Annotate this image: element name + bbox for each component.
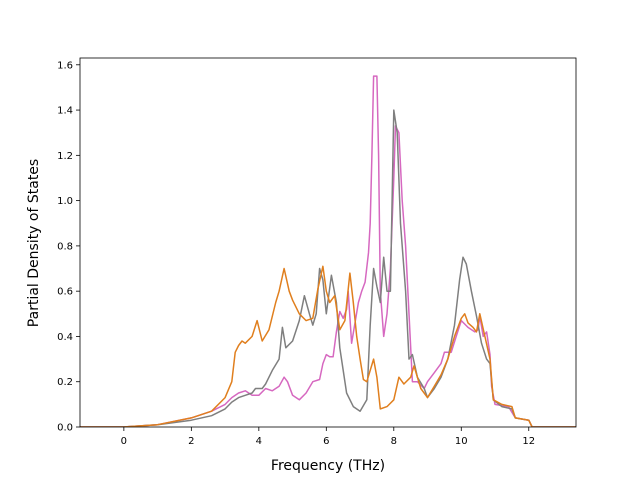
x-tick-label: 12 xyxy=(522,436,535,447)
y-tick-label: 1.4 xyxy=(57,106,73,117)
y-axis-label: Partial Density of States xyxy=(26,159,42,327)
y-tick-label: 1.0 xyxy=(57,196,73,207)
plot-area xyxy=(80,75,576,427)
y-tick-label: 1.6 xyxy=(57,60,73,71)
series-line-3 xyxy=(80,265,576,427)
y-tick-label: 0.8 xyxy=(57,241,73,252)
y-tick-label: 1.2 xyxy=(57,151,73,162)
series-line-1 xyxy=(80,75,576,427)
plot-frame xyxy=(79,57,577,428)
x-axis-label: Frequency (THz) xyxy=(271,458,385,474)
y-tick-label: 0.6 xyxy=(57,287,73,298)
y-tick-label: 0.0 xyxy=(57,423,73,434)
x-tick-label: 6 xyxy=(323,436,329,447)
series-line-2 xyxy=(80,109,576,427)
axes: 0 2 4 6 8 10 12 0.0 0.2 0.4 0.6 0.8 1.0 1.2 1.4 1.6 xyxy=(57,57,577,447)
y-tick-label: 0.4 xyxy=(57,332,73,343)
x-tick-label: 0 xyxy=(121,436,127,447)
x-tick-label: 8 xyxy=(391,436,397,447)
x-tick-label: 10 xyxy=(455,436,468,447)
y-tick-label: 0.2 xyxy=(57,377,73,388)
x-tick-label: 4 xyxy=(256,436,262,447)
x-tick-label: 2 xyxy=(188,436,194,447)
